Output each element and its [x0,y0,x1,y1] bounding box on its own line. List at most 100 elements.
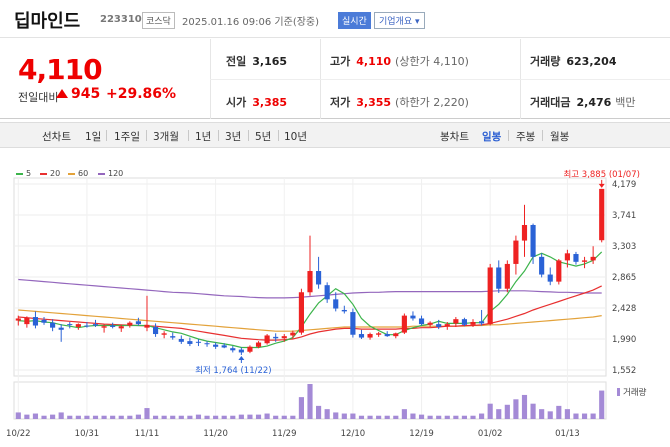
y-tick-label: 3,303 [612,242,636,252]
x-tick-label: 10/22 [6,429,31,439]
max-arrow-head [598,183,605,188]
y-tick-label: 4,179 [612,180,636,190]
candle-body [470,321,476,325]
volume-bar [461,415,468,419]
divider [278,130,279,141]
company-info-dropdown[interactable]: 기업개요 ▾ [374,12,425,29]
divider [248,130,249,141]
candle-body [444,324,450,327]
candle-body [204,343,210,345]
min-annotation: 최저 1,764 (11/22) [195,365,272,376]
volume-bar [333,412,339,419]
y-tick-label: 2,428 [612,304,636,314]
volume-bar [221,415,227,419]
candle-body [230,348,236,351]
x-tick-label: 12/10 [341,429,366,439]
stock-code: 223310 [100,14,142,25]
volume-bar [67,415,73,419]
volume-bar [376,415,382,419]
period-1y[interactable]: 1년 [195,131,212,143]
candle-body [213,344,219,347]
volume-bar [290,415,296,419]
candle-body [418,318,425,325]
x-tick-label: 10/31 [75,429,100,439]
candle-body [479,321,485,324]
candle-body [316,271,322,285]
volume-bar [513,399,519,419]
volume-bar [599,390,605,419]
prev-close-label: 전일 [226,55,247,68]
quote-panel: 4,110 전일대비 945 +29.86% 전일 3,165 고가 4,110 (상… [0,39,670,119]
divider [146,130,147,141]
candle-body [393,333,399,337]
divider [188,130,189,141]
legend-ma120: 120 [98,169,123,178]
candle-body [324,285,330,300]
candle-body [178,338,184,342]
period-5y[interactable]: 5년 [255,131,272,143]
legend-ma120-label: 120 [108,169,124,178]
candle-body [358,334,365,338]
line-chart-tab[interactable]: 선차트 [42,131,71,143]
candle-body [67,324,73,326]
period-1w[interactable]: 1주일 [114,131,141,143]
high-label: 고가 [330,55,351,68]
volume-bar [41,415,47,419]
stock-header: 딥마인드 223310 코스닥 2025.01.16 09:06 기준(장중) … [0,0,670,38]
candle-monthly[interactable]: 월봉 [550,131,570,143]
candle-body [530,224,536,257]
realtime-button[interactable]: 실시간 [338,12,371,29]
period-1d[interactable]: 1일 [85,131,102,143]
volume-bar [581,413,588,419]
change-percent: +29.86% [106,86,177,102]
candle-body [144,324,150,328]
volume-value: 623,204 [566,55,617,68]
volume-bar [101,415,107,419]
candle-daily[interactable]: 일봉 [482,131,502,143]
legend-ma5-label: 5 [26,169,32,178]
candle-chart-tab[interactable]: 봉차트 [440,131,469,143]
volume-bar [350,413,356,419]
divider [218,130,219,141]
volume-bar [307,384,313,419]
period-3m[interactable]: 3개월 [153,131,180,143]
ma120-swatch [98,172,105,175]
stock-name: 딥마인드 [14,11,81,32]
candle-body [41,319,47,323]
volume-bar [418,414,425,419]
candle-body [436,324,442,327]
volume-legend-swatch [617,388,620,396]
volume-bar [479,413,485,419]
volume-bar [213,415,219,419]
quote-time: 2025.01.16 09:06 기준(장중) [182,17,320,28]
volume-bar [436,415,442,419]
candle-body [564,253,570,261]
amount-unit: 백만 [615,96,636,109]
low-value: 3,355 [356,96,392,109]
volume-bar [24,414,30,419]
volume-bar [170,415,176,419]
candle-body [58,327,64,330]
candle-body [427,322,433,325]
period-3y[interactable]: 3년 [225,131,242,143]
candle-body [50,322,56,328]
up-arrow-icon [56,89,68,98]
candle-body [556,260,562,282]
volume-bar [341,413,347,419]
legend-ma20: 20 [40,169,60,178]
candle-body [273,336,279,339]
volume-bar [264,413,270,419]
volume-bar [384,415,390,419]
volume-bar [204,415,210,419]
legend-ma60: 60 [68,169,88,178]
candle-body [75,324,81,327]
volume-bar [316,405,322,419]
open-value: 3,385 [252,96,288,109]
period-10y[interactable]: 10년 [284,131,308,143]
volume-bar [496,409,502,419]
y-tick-label: 1,552 [612,366,636,376]
volume-bar [470,415,476,419]
candle-weekly[interactable]: 주봉 [516,131,536,143]
current-price: 4,110 [18,53,103,86]
